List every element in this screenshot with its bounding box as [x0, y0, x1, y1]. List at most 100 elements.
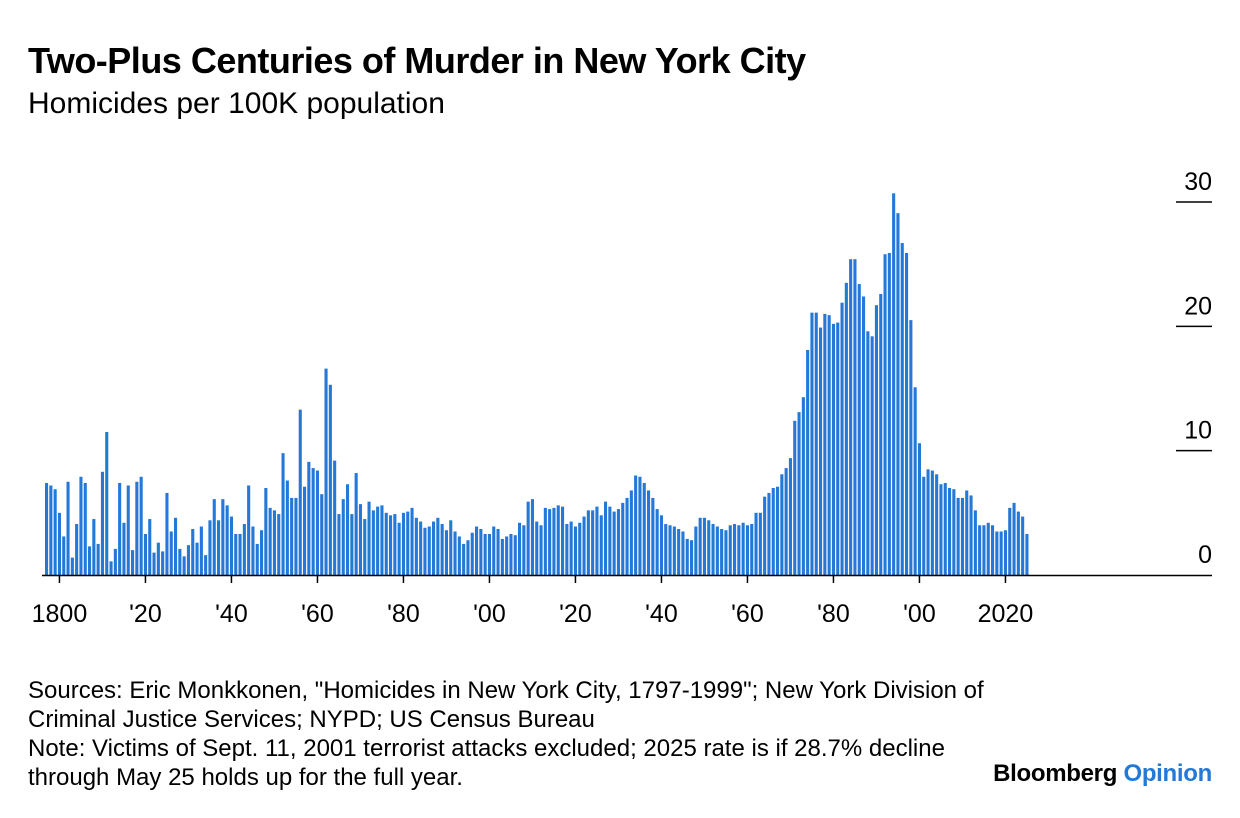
bar-1930 — [616, 509, 620, 575]
bar-1860 — [315, 470, 319, 575]
bar-chart: 0 10 20 30 1800 '20 '40 '60 '80 '00 '20 '40 '60 '80 '… — [32, 168, 1212, 628]
bar-1854 — [290, 497, 294, 575]
bar-1943 — [672, 526, 676, 575]
bar-1905 — [509, 533, 513, 575]
bar-1825 — [165, 492, 169, 575]
bar-1913 — [543, 507, 547, 575]
bar-2020 — [1003, 530, 1007, 575]
brand-logo: Bloomberg Opinion — [993, 760, 1212, 788]
bar-1962 — [754, 512, 758, 575]
bar-2009 — [956, 497, 960, 575]
bar-1866 — [341, 499, 345, 575]
bar-1882 — [410, 507, 414, 575]
bar-1986 — [857, 284, 861, 575]
bar-1914 — [548, 509, 552, 575]
bar-1855 — [294, 497, 298, 575]
bar-1923 — [586, 510, 590, 575]
bar-2014 — [978, 525, 982, 575]
bar-1805 — [79, 476, 83, 575]
bar-1884 — [419, 521, 423, 575]
bar-1959 — [741, 522, 745, 575]
bar-1994 — [892, 193, 896, 576]
bar-1961 — [750, 524, 754, 575]
bar-2023 — [1016, 511, 1020, 575]
bar-1872 — [367, 501, 371, 575]
x-tick-label-1980: '80 — [817, 600, 850, 628]
bar-1990 — [874, 305, 878, 575]
bar-1996 — [900, 243, 904, 575]
bar-1955 — [724, 530, 728, 575]
bar-1870 — [358, 504, 362, 575]
bar-1845 — [251, 526, 255, 575]
bar-1878 — [393, 514, 397, 575]
brand-primary: Bloomberg — [993, 760, 1118, 787]
bar-1864 — [333, 460, 337, 575]
bar-1904 — [505, 536, 509, 575]
brand-secondary: Opinion — [1123, 760, 1212, 787]
bar-1814 — [118, 482, 122, 575]
bar-2022 — [1012, 502, 1016, 575]
bar-1861 — [320, 494, 324, 575]
bar-1925 — [595, 506, 599, 575]
bar-1946 — [685, 538, 689, 575]
bar-1985 — [853, 259, 857, 575]
bar-2002 — [926, 469, 930, 575]
bar-1919 — [569, 521, 573, 575]
bar-1895 — [466, 540, 470, 575]
bar-1911 — [535, 521, 539, 575]
bar-1885 — [423, 527, 427, 575]
bar-1831 — [191, 529, 195, 575]
bar-1981 — [836, 322, 840, 575]
footnotes: Sources: Eric Monkkonen, "Homicides in N… — [28, 676, 988, 792]
bar-1823 — [156, 542, 160, 575]
bar-1894 — [462, 543, 466, 575]
bar-1972 — [797, 412, 801, 575]
bar-1978 — [823, 313, 827, 575]
bar-1802 — [66, 481, 70, 575]
bar-1932 — [625, 497, 629, 575]
bar-1997 — [905, 252, 909, 575]
bar-1871 — [363, 519, 367, 575]
bar-1937 — [647, 490, 651, 575]
bar-1938 — [651, 497, 655, 575]
bar-1853 — [285, 480, 289, 575]
y-tick-label-20: 20 — [1184, 292, 1212, 320]
bar-1803 — [70, 557, 74, 575]
bar-1907 — [518, 522, 522, 575]
bar-1984 — [849, 259, 853, 575]
bar-1893 — [457, 536, 461, 575]
bar-1950 — [702, 517, 706, 575]
bar-1995 — [896, 213, 900, 575]
bar-2016 — [986, 522, 990, 575]
bar-1889 — [440, 524, 444, 575]
bar-1977 — [819, 327, 823, 575]
definition-note: Note: Victims of Sept. 11, 2001 terroris… — [28, 735, 945, 791]
bar-1798 — [49, 485, 53, 575]
bar-2000 — [917, 443, 921, 575]
x-tick-label-1920: '20 — [559, 600, 592, 628]
bar-1868 — [350, 514, 354, 575]
bar-1813 — [113, 548, 117, 575]
bar-1850 — [272, 510, 276, 575]
bar-1951 — [707, 520, 711, 575]
bar-1906 — [513, 535, 517, 575]
bar-1818 — [135, 481, 139, 575]
bar-1936 — [642, 482, 646, 575]
bar-1839 — [225, 505, 229, 575]
bar-1799 — [53, 489, 57, 575]
bar-1832 — [195, 542, 199, 575]
bar-1989 — [870, 336, 874, 575]
bar-1971 — [793, 420, 797, 575]
bar-1956 — [728, 525, 732, 575]
bar-1842 — [238, 533, 242, 575]
bar-1837 — [217, 520, 221, 575]
bar-1881 — [406, 511, 410, 575]
bar-1974 — [806, 349, 810, 575]
bar-2024 — [1021, 516, 1025, 575]
bar-1967 — [776, 486, 780, 575]
x-tick-label-1840: '40 — [215, 600, 248, 628]
x-tick-label-2000: '00 — [903, 600, 936, 628]
bar-1858 — [307, 461, 311, 575]
bar-1921 — [578, 522, 582, 575]
bar-1812 — [109, 561, 113, 575]
